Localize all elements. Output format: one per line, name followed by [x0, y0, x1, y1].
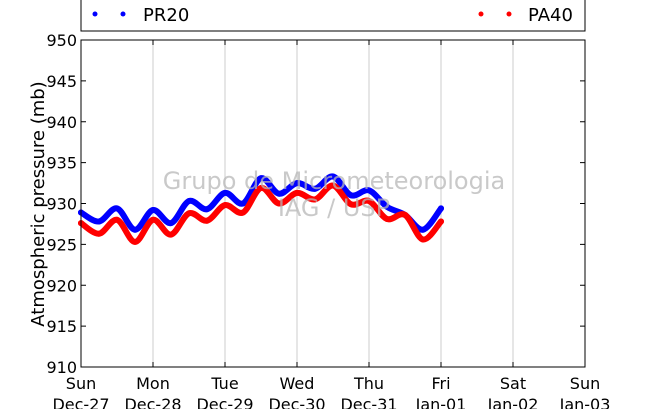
x-tick-label-date: Dec-31 — [340, 395, 397, 409]
data-point-pa40 — [186, 210, 192, 217]
data-point-pa40 — [294, 189, 300, 196]
watermark-line-1: Grupo de Micrometeorologia — [163, 167, 505, 195]
data-point-pr20 — [96, 218, 102, 225]
data-point-pr20 — [420, 226, 426, 233]
data-point-pa40 — [204, 217, 210, 224]
x-tick-label-day: Sat — [500, 374, 526, 393]
data-point-pr20 — [276, 190, 282, 197]
watermark: Grupo de Micrometeorologia IAG / USP — [163, 167, 505, 222]
y-tick-label: 920 — [46, 276, 77, 295]
y-tick-label: 915 — [46, 317, 77, 336]
legend-marker-pr20 — [92, 11, 98, 17]
x-tick-label-day: Wed — [280, 374, 315, 393]
data-point-pr20 — [150, 207, 156, 213]
data-point-pr20 — [330, 173, 336, 180]
x-tick-label-day: Mon — [136, 374, 170, 393]
plot-area — [81, 40, 585, 367]
x-tick-label-date: Jan-01 — [415, 395, 467, 409]
watermark-line-2: IAG / USP — [278, 194, 390, 222]
y-tick-label: 950 — [46, 31, 77, 50]
data-point-pa40 — [312, 196, 318, 203]
data-point-pa40 — [150, 216, 156, 223]
x-tick-label-day: Tue — [210, 374, 238, 393]
data-point-pa40 — [258, 185, 264, 191]
x-tick-label-date: Dec-30 — [268, 395, 325, 409]
data-point-pr20 — [132, 226, 138, 233]
legend-marker-pr20 — [120, 11, 126, 17]
legend-marker-pa40 — [478, 11, 484, 17]
legend-box — [80, 0, 586, 32]
legend-label-pa40: PA40 — [528, 5, 573, 26]
x-tick-label-date: Jan-03 — [559, 395, 611, 409]
data-point-pa40 — [276, 200, 282, 207]
legend-label-pr20: PR20 — [143, 5, 189, 26]
data-point-pr20 — [366, 187, 372, 194]
data-point-pa40 — [330, 182, 336, 189]
data-point-pr20 — [294, 180, 300, 187]
data-point-pa40 — [168, 231, 174, 238]
data-point-pa40 — [114, 216, 120, 223]
legend-item-pa40: PA40 — [478, 5, 573, 26]
legend: PR20 PA40 — [80, 0, 586, 32]
x-tick-label-date: Jan-02 — [487, 395, 539, 409]
y-tick-label: 910 — [46, 358, 77, 377]
data-point-pr20 — [240, 200, 246, 207]
data-point-pa40 — [348, 201, 354, 208]
data-point-pr20 — [204, 206, 210, 213]
x-tick-label-day: Sun — [570, 374, 600, 393]
y-tick-label: 940 — [46, 113, 77, 132]
x-tick-label-day: Fri — [431, 374, 450, 393]
data-point-pr20 — [222, 189, 228, 196]
data-point-pr20 — [348, 192, 354, 199]
y-tick-label: 945 — [46, 72, 77, 91]
data-point-pr20 — [438, 205, 444, 212]
y-axis-label: Atmospheric pressure (mb) — [28, 81, 49, 326]
data-point-pr20 — [186, 198, 192, 204]
data-point-pa40 — [438, 218, 444, 225]
legend-item-pr20: PR20 — [92, 5, 189, 26]
data-point-pa40 — [96, 230, 102, 237]
data-point-pa40 — [240, 209, 246, 216]
data-point-pr20 — [312, 185, 318, 192]
data-point-pr20 — [258, 175, 264, 182]
data-point-pr20 — [114, 205, 120, 212]
data-point-pr20 — [384, 203, 390, 210]
x-tick-label-date: Dec-29 — [196, 395, 253, 409]
y-tick-label: 930 — [46, 195, 77, 214]
x-tick-label-date: Dec-28 — [124, 395, 181, 409]
axes: Sun Dec-27 Mon Dec-28 Tue Dec-29 Wed Dec-30 Thu D… — [46, 31, 610, 409]
data-point-pa40 — [366, 198, 372, 204]
legend-marker-pa40 — [506, 11, 512, 17]
data-point-pa40 — [384, 216, 390, 222]
y-tick-label: 925 — [46, 235, 77, 254]
y-tick-label: 935 — [46, 154, 77, 173]
x-tick-label-date: Dec-27 — [52, 395, 109, 409]
data-point-pr20 — [168, 220, 174, 227]
x-tick-label-day: Thu — [353, 374, 384, 393]
data-point-pa40 — [132, 238, 138, 245]
x-tick-label-day: Sun — [66, 374, 96, 393]
data-point-pa40 — [222, 202, 228, 209]
data-point-pa40 — [420, 236, 426, 243]
data-point-pa40 — [402, 211, 408, 218]
